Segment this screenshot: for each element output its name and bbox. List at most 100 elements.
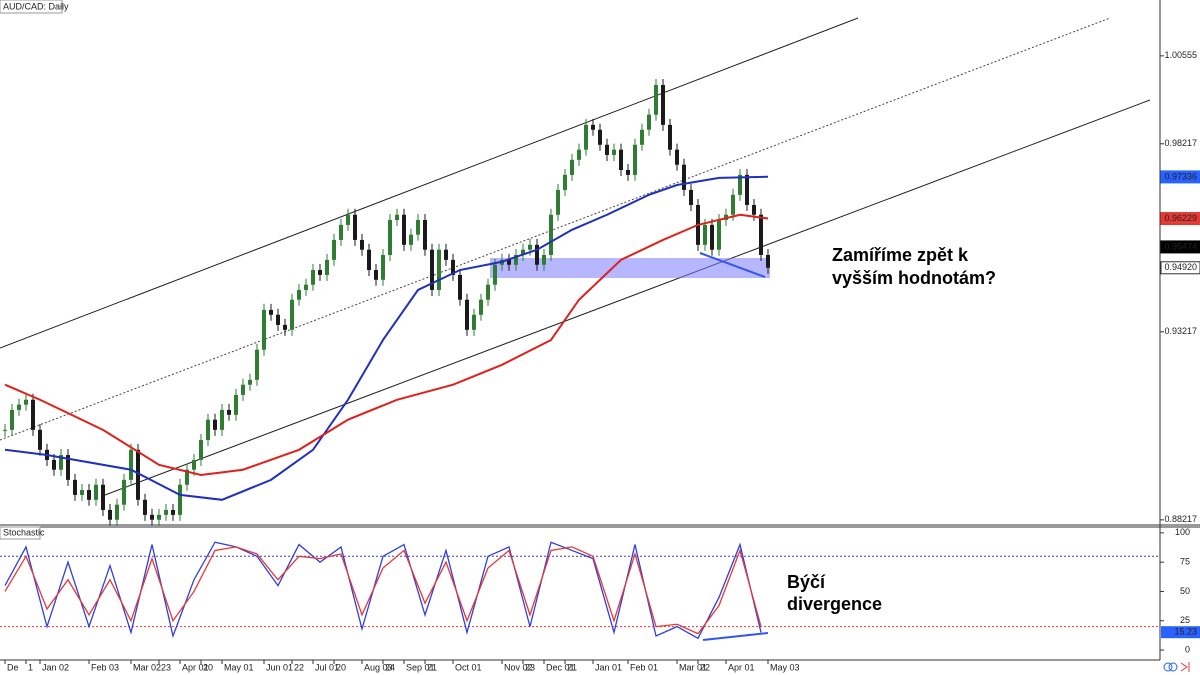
support-zone	[490, 258, 770, 278]
candle-body	[549, 214, 553, 255]
candle-body	[451, 259, 455, 275]
price-marker	[1160, 212, 1200, 226]
x-tick-label: Oct 01	[455, 662, 482, 672]
annotation: vyšším hodnotám?	[832, 268, 996, 288]
x-tick-label: Sep 01	[406, 662, 435, 672]
candle-body	[689, 189, 693, 205]
candle-body	[143, 499, 147, 515]
candle-body	[262, 309, 266, 350]
candle-body	[248, 379, 252, 385]
candle-body	[668, 124, 672, 150]
candle-body	[17, 404, 21, 410]
toolbar-icons[interactable]	[1163, 662, 1190, 672]
candle-body	[10, 409, 14, 430]
x-tick-label: 21	[427, 662, 437, 672]
title-box	[0, 0, 63, 14]
channel-middle	[0, 17, 1111, 441]
title-box	[0, 526, 41, 540]
candle-body	[311, 270, 315, 285]
candle-body	[605, 144, 609, 155]
stochastic-line	[4, 546, 762, 635]
x-tick-label: Mar 02	[133, 662, 161, 672]
x-tick-label: De	[7, 662, 19, 672]
candle-body	[647, 114, 651, 130]
candle-body	[185, 469, 189, 485]
link-icon[interactable]	[1168, 662, 1178, 672]
y-tick-label: 25	[1180, 615, 1190, 625]
candle-body	[493, 264, 497, 285]
annotation: Zamíříme zpět k	[832, 245, 969, 265]
price-marker	[1160, 240, 1200, 254]
divergence-line-stoch	[702, 632, 769, 641]
y-tick-label: 75	[1180, 557, 1190, 567]
candle-body	[556, 189, 560, 215]
candle-body	[122, 479, 126, 505]
x-tick-label: Apr 01	[728, 662, 755, 672]
candle-body	[577, 149, 581, 160]
candle-body	[514, 254, 518, 265]
candle-body	[402, 214, 406, 245]
candle-body	[101, 484, 105, 510]
candle-body	[346, 214, 350, 225]
candle-body	[66, 455, 70, 480]
candle-body	[465, 299, 469, 330]
candle-body	[206, 419, 210, 441]
candle-body	[24, 399, 28, 405]
candle-body	[381, 254, 385, 280]
candle-body	[437, 249, 441, 290]
link-icon[interactable]	[1163, 662, 1173, 672]
channel-upper	[0, 17, 859, 349]
candle-body	[584, 124, 588, 150]
candle-body	[290, 299, 294, 330]
candle-body	[703, 224, 707, 245]
x-tick-label: May 01	[224, 662, 254, 672]
x-tick-label: Jun 01	[266, 662, 293, 672]
y-tick-label: 0	[1185, 644, 1190, 654]
candle-body	[157, 514, 161, 520]
candle-body	[192, 459, 196, 470]
candle-body	[80, 490, 84, 495]
candle-body	[297, 289, 301, 300]
price-marker	[1160, 261, 1200, 275]
candle-body	[661, 84, 665, 125]
candle-body	[710, 224, 714, 250]
candle-body	[332, 239, 336, 260]
x-tick-label: 1	[28, 662, 33, 672]
y-tick-label: 100	[1175, 527, 1190, 537]
x-tick-label: 22	[294, 662, 304, 672]
y-tick-label: 1.00555	[1164, 50, 1197, 60]
candle-body	[423, 220, 427, 250]
x-tick-label: Nov 02	[504, 662, 533, 672]
chart-title: AUD/CAD: Daily	[3, 1, 69, 11]
candle-body	[94, 484, 98, 500]
candle-body	[178, 484, 182, 515]
candle-body	[388, 220, 392, 255]
x-tick-label: 23	[525, 662, 535, 672]
candle-body	[717, 220, 721, 250]
candle-body	[598, 129, 602, 145]
y-tick-label: 0.88217	[1164, 514, 1197, 524]
candle-body	[164, 509, 168, 515]
candle-body	[654, 84, 658, 115]
candle-body	[612, 149, 616, 155]
moving-average	[4, 175, 769, 501]
candle-body	[199, 440, 203, 460]
x-tick-label: Aug 03	[364, 662, 393, 672]
y-tick-label: 0.93217	[1164, 326, 1197, 336]
stochastic-line	[4, 541, 762, 640]
candle-body	[444, 249, 448, 260]
y-tick-label: 50	[1180, 586, 1190, 596]
candle-body	[115, 504, 119, 520]
candle-body	[129, 449, 133, 480]
channel-lower	[104, 99, 1151, 496]
value-marker	[1161, 626, 1200, 639]
candle-body	[528, 244, 532, 250]
x-tick-label: Jan 02	[42, 662, 69, 672]
scroll-icon[interactable]	[1180, 662, 1190, 672]
candle-body	[136, 449, 140, 500]
x-tick-label: Jan 01	[595, 662, 622, 672]
stoch-title: Stochastic	[3, 527, 45, 537]
candle-body	[353, 214, 357, 240]
x-tick-label: 24	[385, 662, 395, 672]
